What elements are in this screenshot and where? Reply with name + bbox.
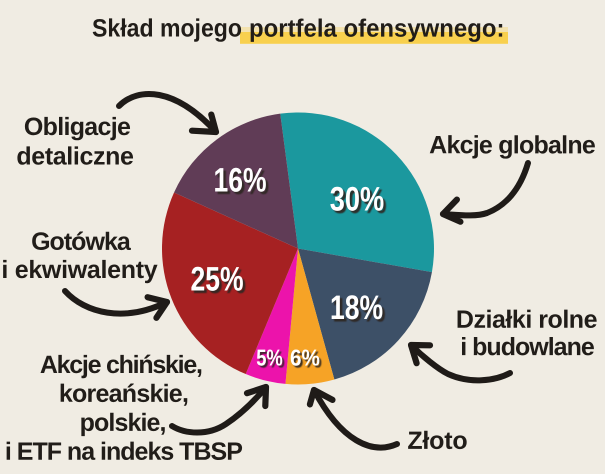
- svg-text:5%: 5%: [256, 345, 283, 371]
- svg-text:6%: 6%: [290, 345, 320, 371]
- svg-text:Skład mojego: Skład mojego: [92, 15, 242, 43]
- svg-text:Złoto: Złoto: [407, 427, 467, 455]
- svg-text:Obligacje: Obligacje: [24, 113, 131, 141]
- svg-text:Działki rolne: Działki rolne: [456, 306, 598, 334]
- svg-text:i ekwiwalenty: i ekwiwalenty: [1, 256, 157, 284]
- svg-text:30%: 30%: [332, 183, 386, 221]
- svg-text:detaliczne: detaliczne: [16, 143, 134, 171]
- svg-text:i budowlane: i budowlane: [460, 333, 595, 361]
- svg-text:portfela ofensywnego:: portfela ofensywnego:: [249, 15, 505, 43]
- svg-text:16%: 16%: [213, 162, 266, 200]
- svg-text:6%: 6%: [292, 347, 322, 373]
- svg-text:25%: 25%: [193, 263, 246, 301]
- svg-text:18%: 18%: [330, 289, 383, 327]
- svg-text:polskie,: polskie,: [80, 409, 167, 437]
- svg-text:i ETF na indeks TBSP: i ETF na indeks TBSP: [5, 438, 243, 466]
- svg-text:Gotówka: Gotówka: [31, 228, 132, 256]
- svg-text:Akcje globalne: Akcje globalne: [429, 131, 596, 159]
- svg-text:16%: 16%: [216, 164, 269, 202]
- svg-text:Akcje chińskie,: Akcje chińskie,: [40, 351, 203, 379]
- svg-text:25%: 25%: [190, 261, 243, 299]
- svg-text:30%: 30%: [330, 181, 384, 219]
- svg-text:18%: 18%: [332, 292, 385, 330]
- svg-text:koreańskie,: koreańskie,: [59, 380, 189, 408]
- svg-text:5%: 5%: [258, 347, 285, 373]
